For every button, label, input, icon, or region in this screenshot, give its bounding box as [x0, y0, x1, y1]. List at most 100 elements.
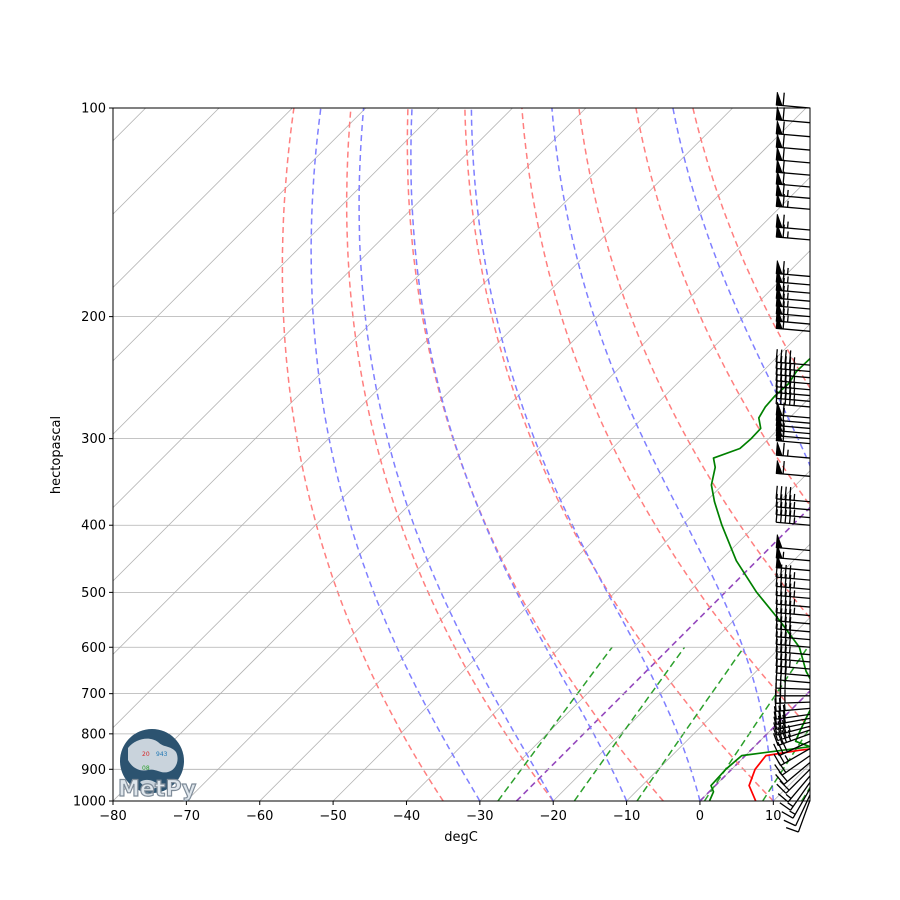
plot-frame: [112, 107, 811, 802]
wind-barb: [775, 106, 811, 124]
y-tick-label: 700: [81, 687, 106, 702]
y-axis-label: hectopascal: [49, 416, 64, 494]
wind-barb: [776, 768, 811, 794]
isotherm-line: [113, 108, 660, 655]
y-tick-label: 1000: [73, 795, 106, 810]
metpy-logo: 20 943 08 MetPy: [117, 729, 197, 803]
wind-barb: [775, 599, 811, 617]
wind-barb: [773, 704, 811, 720]
wind-barb: [775, 615, 811, 633]
x-tick-label: −20: [539, 809, 566, 824]
x-tick-label: −50: [319, 809, 346, 824]
wind-barb: [775, 442, 811, 459]
wind-barb: [775, 260, 811, 278]
moist-adiabat-line: [410, 108, 628, 801]
wind-barb: [775, 501, 811, 519]
wind-barb: [775, 146, 811, 164]
moist-adiabat-line: [551, 108, 775, 801]
mixing-ratio-line: [703, 646, 809, 801]
wind-barb: [775, 485, 811, 503]
wind-barb: [775, 401, 811, 419]
y-tick-label: 100: [81, 102, 106, 117]
wind-barb: [775, 120, 811, 138]
isotherm-line: [847, 108, 900, 801]
wind-barb: [785, 799, 811, 833]
wind-barb: [775, 623, 811, 641]
plot-background: [113, 108, 810, 801]
isotherm-line: [552, 543, 810, 801]
x-axis-ticks: −80 −70 −60 −50 −40 −30 −20 −10 0 10: [99, 801, 782, 824]
isotherm-line: [259, 250, 810, 801]
isotherm-line: [332, 323, 810, 801]
wind-barb: [774, 697, 811, 712]
isotherm-line: [626, 617, 810, 801]
wind-barb: [777, 775, 811, 803]
isotherm-line: [479, 470, 810, 801]
wind-barb: [783, 794, 811, 827]
wind-barbs: [772, 91, 811, 833]
wind-barb: [775, 460, 811, 477]
wind-barb: [772, 729, 811, 747]
isotherm-line: [113, 108, 367, 362]
moist-adiabat-line: [470, 108, 701, 801]
y-tick-label: 900: [81, 763, 106, 778]
wind-barb: [775, 582, 811, 599]
wind-barb: [775, 631, 811, 648]
special-isotherm-line: [515, 506, 810, 801]
globe-icon: 20 943 08: [120, 729, 184, 793]
wind-barb: [775, 159, 811, 176]
y-tick-label: 200: [81, 310, 106, 325]
y-tick-label: 400: [81, 519, 106, 534]
x-axis-label: degC: [444, 830, 478, 845]
moist-adiabat-line: [310, 108, 481, 801]
wind-barb: [773, 747, 811, 767]
y-tick-label: 600: [81, 641, 106, 656]
mixing-ratio-line: [497, 646, 613, 801]
moist-adiabat-line: [875, 108, 900, 801]
svg-text:08: 08: [142, 765, 150, 772]
wind-barb: [775, 573, 811, 591]
wind-barb: [781, 788, 811, 819]
y-tick-label: 500: [81, 586, 106, 601]
x-tick-label: −70: [173, 809, 200, 824]
x-tick-label: 0: [696, 809, 704, 824]
dry-adiabat-line: [281, 108, 444, 801]
mixing-ratio-line: [573, 646, 686, 801]
isotherm-line: [113, 108, 733, 729]
dry-adiabat-line: [521, 108, 810, 730]
dry-adiabat-line: [464, 108, 774, 801]
wind-barb: [775, 349, 811, 366]
wind-barb: [775, 509, 811, 526]
isotherm-line: [113, 108, 513, 509]
wind-barb: [775, 591, 811, 608]
wind-barb: [775, 607, 811, 625]
wind-barb: [775, 170, 811, 188]
isotherm-line: [113, 108, 587, 582]
x-tick-label: −60: [246, 809, 273, 824]
wind-barb: [775, 534, 811, 552]
x-tick-label: −10: [613, 809, 640, 824]
dry-adiabat-line: [345, 108, 554, 801]
x-tick-label: 10: [765, 809, 782, 824]
mixing-ratio-line: [800, 786, 810, 801]
wind-barb: [779, 782, 811, 811]
dry-adiabat-line: [692, 108, 810, 390]
wind-barb: [773, 709, 811, 725]
y-tick-label: 300: [81, 432, 106, 447]
isotherm-line: [186, 176, 810, 801]
wind-barb: [775, 91, 811, 109]
isotherm-line: [406, 396, 810, 801]
logo-wordmark: MetPy: [118, 777, 196, 802]
wind-barb: [775, 193, 811, 210]
pressure-gridlines: [113, 108, 810, 801]
wind-barb: [775, 213, 811, 231]
x-tick-label: −80: [99, 809, 126, 824]
moist-adiabat-line: [358, 108, 554, 801]
sounding-profiles: [708, 357, 810, 801]
x-tick-label: −30: [466, 809, 493, 824]
reference-lines: [113, 108, 900, 801]
mixing-ratio-line: [855, 647, 900, 801]
wind-barb: [775, 493, 811, 511]
wind-barb: [775, 134, 811, 151]
